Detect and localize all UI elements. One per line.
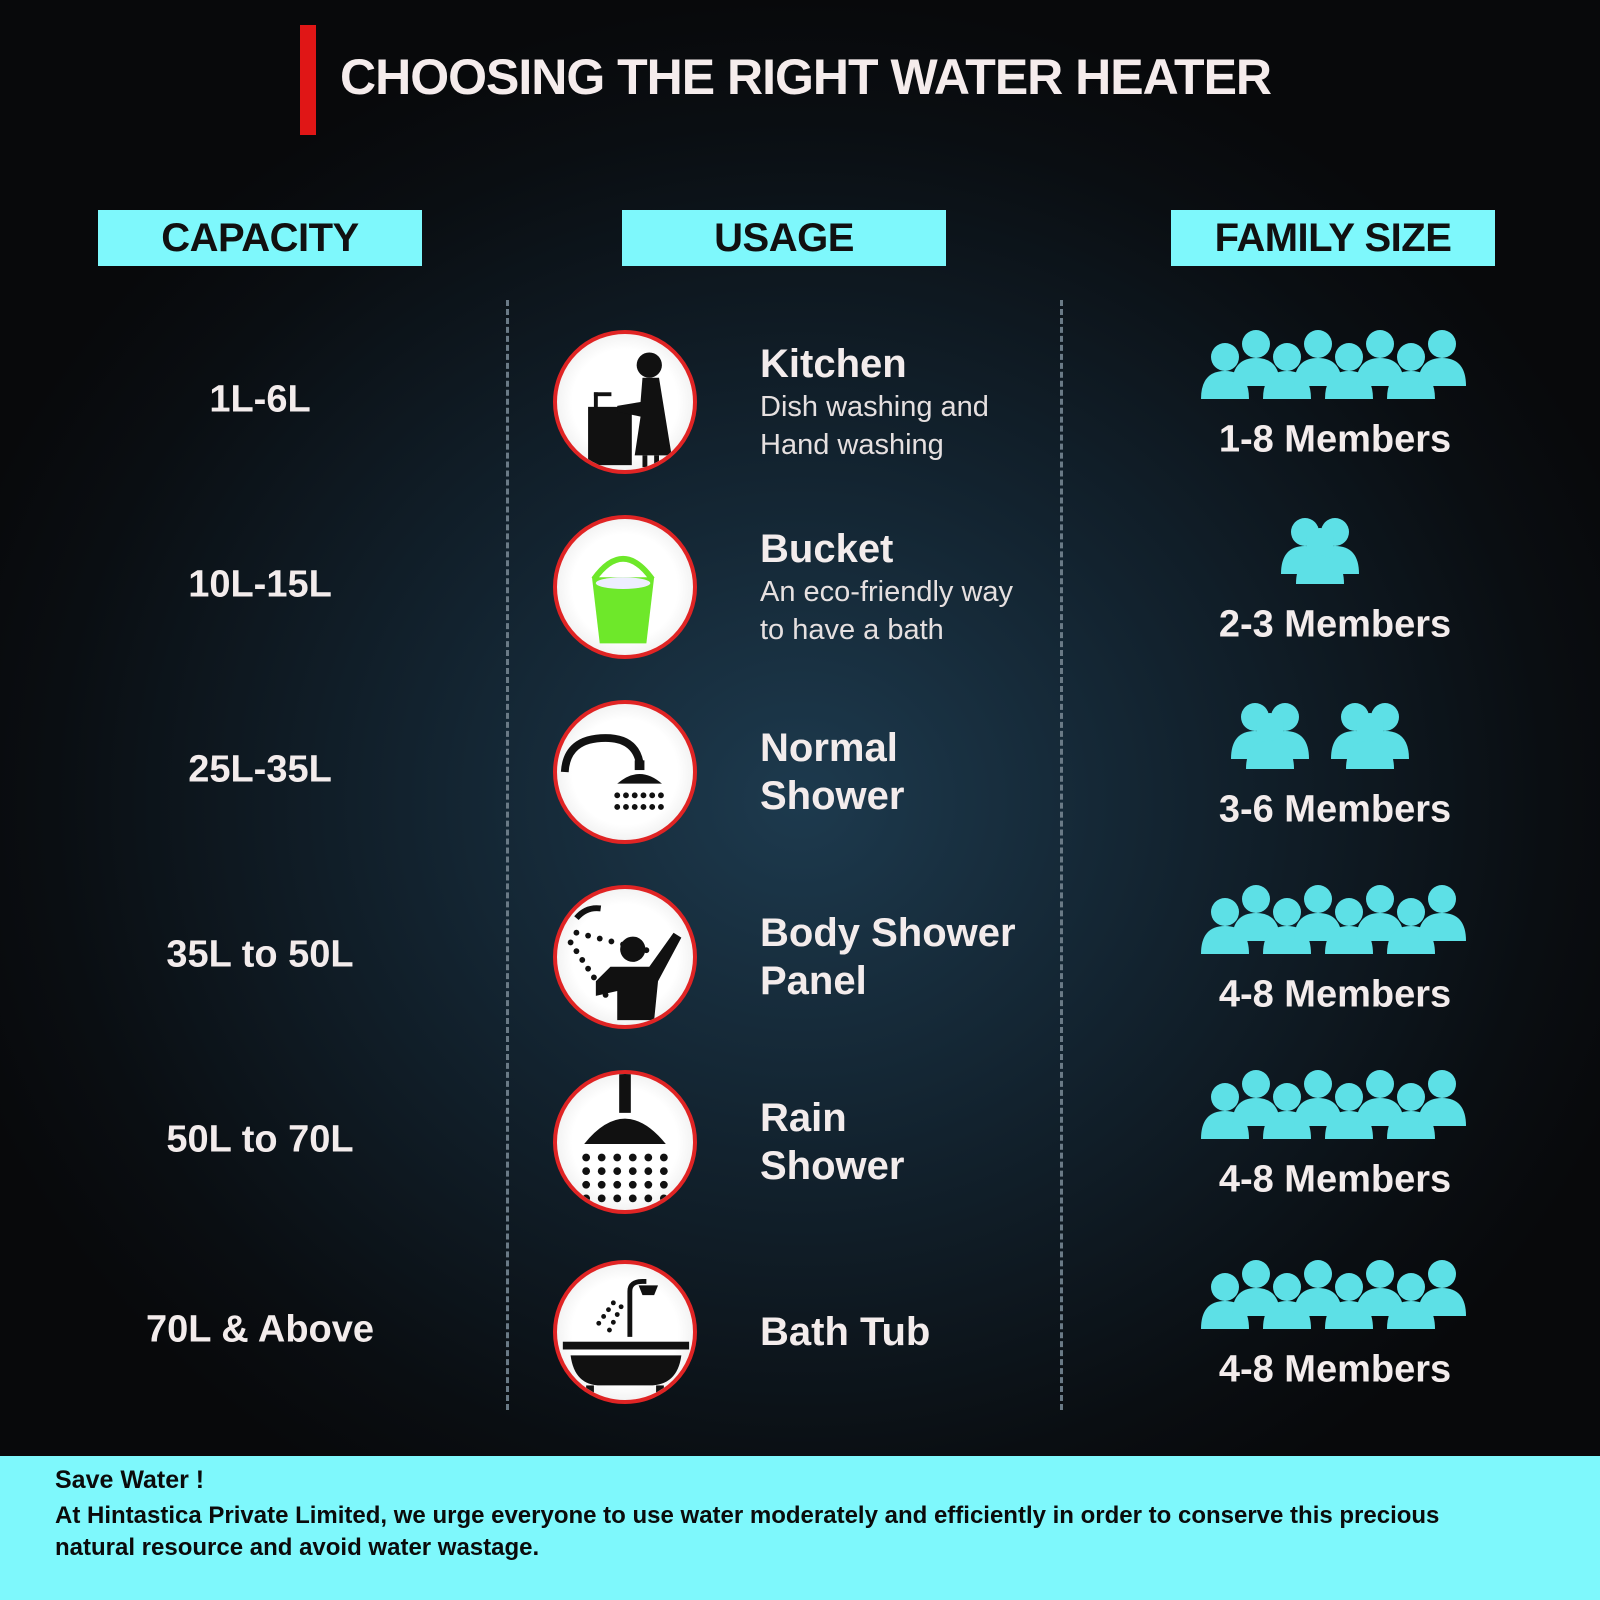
person-icon [1294, 1260, 1342, 1316]
column-divider [506, 300, 509, 1410]
family-people-icons [1201, 330, 1466, 399]
rain-shower-icon [553, 1070, 697, 1214]
person-icon [1294, 1070, 1342, 1126]
family-people-icons [1281, 518, 1359, 584]
capacity-value: 1L-6L [209, 378, 311, 421]
usage-title: Body Shower [760, 911, 1016, 955]
usage-title: Normal [760, 726, 898, 770]
usage-text: Body Shower Panel [760, 909, 1016, 1005]
usage-text: Kitchen Dish washing and Hand washing [760, 340, 989, 464]
person-icon [1232, 330, 1280, 386]
person-icon [1296, 528, 1344, 584]
person-icon [1232, 1260, 1280, 1316]
capacity-value: 10L-15L [188, 563, 332, 606]
family-size-value: 4-8 Members [1218, 1158, 1452, 1201]
usage-description-line: Hand washing [760, 429, 944, 461]
footer-banner: Save Water ! At Hintastica Private Limit… [0, 1456, 1600, 1600]
usage-header: USAGE [622, 210, 946, 266]
person-icon [1356, 1260, 1404, 1316]
family-size-value: 3-6 Members [1218, 788, 1452, 831]
usage-text: Rain Shower [760, 1094, 904, 1190]
usage-description-line: to have a bath [760, 614, 944, 646]
family-size-value: 2-3 Members [1218, 603, 1452, 646]
family-people-icons [1201, 1260, 1466, 1329]
family-people-icons [1231, 703, 1409, 769]
capacity-value: 25L-35L [188, 748, 332, 791]
title-accent-bar [300, 25, 316, 135]
usage-description: Dish washing and Hand washing [760, 388, 989, 464]
capacity-value: 35L to 50L [166, 933, 354, 976]
usage-title: Bucket [760, 527, 894, 571]
person-icon [1418, 1260, 1466, 1316]
usage-description-line: Dish washing and [760, 391, 989, 423]
person-icon [1246, 713, 1294, 769]
family-size-value: 1-8 Members [1218, 418, 1452, 461]
capacity-value: 50L to 70L [166, 1118, 354, 1161]
usage-title: Rain [760, 1096, 847, 1140]
usage-text: Normal Shower [760, 724, 904, 820]
footer-message: At Hintastica Private Limited, we urge e… [55, 1502, 1440, 1561]
person-icon [1232, 885, 1280, 941]
usage-title-line2: Shower [760, 774, 905, 818]
kitchen-sink-icon [553, 330, 697, 474]
family-people-icons [1201, 1070, 1466, 1139]
usage-description-line: An eco-friendly way [760, 576, 1014, 608]
person-icon [1294, 885, 1342, 941]
person-icon [1356, 330, 1404, 386]
shower-icon [553, 700, 697, 844]
page-title: CHOOSING THE RIGHT WATER HEATER [340, 49, 1272, 105]
usage-text: Bucket An eco-friendly way to have a bath [760, 525, 1013, 649]
usage-description: An eco-friendly way to have a bath [760, 573, 1013, 649]
person-icon [1201, 1273, 1249, 1329]
family-people-icons [1201, 885, 1466, 954]
usage-title: Bath Tub [760, 1310, 931, 1354]
family-size-header: FAMILY SIZE [1171, 210, 1495, 266]
person-icon [1356, 885, 1404, 941]
capacity-value: 70L & Above [145, 1308, 375, 1351]
bucket-icon [553, 515, 697, 659]
usage-title-line2: Shower [760, 1144, 905, 1188]
person-icon [1356, 1070, 1404, 1126]
capacity-header: CAPACITY [98, 210, 422, 266]
person-icon [1294, 330, 1342, 386]
column-divider [1060, 300, 1063, 1410]
bath-tub-icon [553, 1260, 697, 1404]
person-icon [1232, 1070, 1280, 1126]
person-icon [1418, 1070, 1466, 1126]
person-icon [1418, 330, 1466, 386]
usage-text: Bath Tub [760, 1308, 930, 1356]
person-icon [1418, 885, 1466, 941]
footer-heading: Save Water ! [55, 1466, 205, 1494]
usage-title: Kitchen [760, 342, 907, 386]
family-size-value: 4-8 Members [1218, 1348, 1452, 1391]
family-size-value: 4-8 Members [1218, 973, 1452, 1016]
person-icon [1346, 713, 1394, 769]
body-shower-icon [553, 885, 697, 1029]
usage-title-line2: Panel [760, 959, 867, 1003]
